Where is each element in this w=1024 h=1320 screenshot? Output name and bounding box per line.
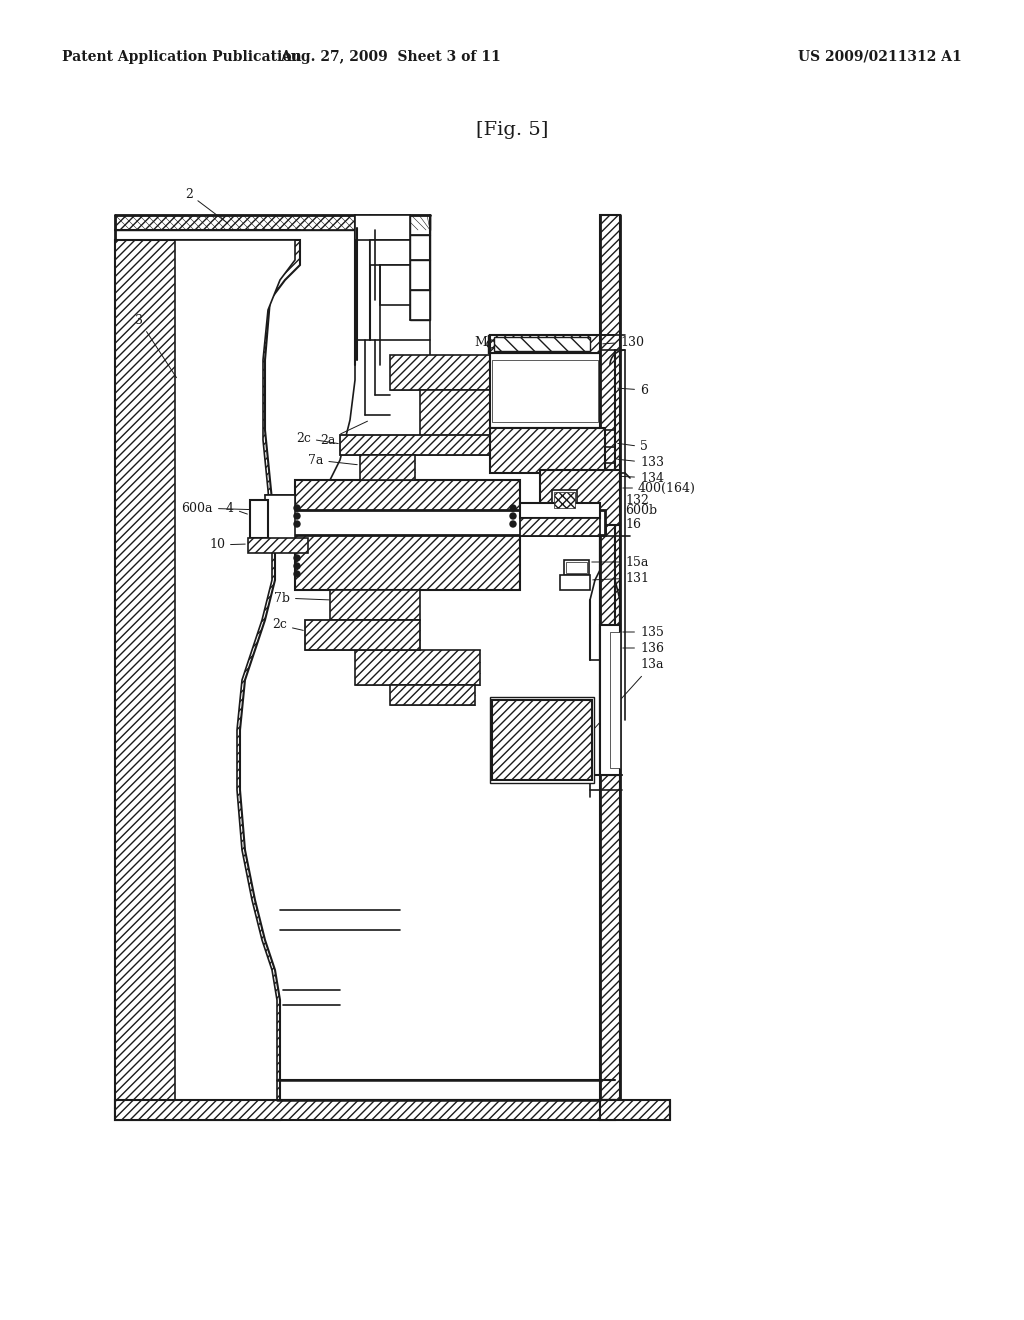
Text: Aug. 27, 2009  Sheet 3 of 11: Aug. 27, 2009 Sheet 3 of 11 <box>280 50 501 63</box>
Circle shape <box>294 521 300 527</box>
Polygon shape <box>490 428 605 473</box>
Polygon shape <box>540 470 620 525</box>
Text: US 2009/0211312 A1: US 2009/0211312 A1 <box>799 50 962 63</box>
Polygon shape <box>490 352 600 428</box>
Text: 15a: 15a <box>592 556 648 569</box>
Text: 6: 6 <box>617 384 648 396</box>
Text: 13b: 13b <box>500 334 524 346</box>
Polygon shape <box>390 685 475 705</box>
Polygon shape <box>115 1100 615 1119</box>
Text: 16: 16 <box>603 519 641 532</box>
Circle shape <box>294 572 300 577</box>
Polygon shape <box>566 562 587 573</box>
Polygon shape <box>360 455 415 480</box>
Polygon shape <box>265 510 605 535</box>
Polygon shape <box>520 517 600 536</box>
Text: 11: 11 <box>316 513 332 527</box>
Text: [Fig. 5]: [Fig. 5] <box>476 121 548 139</box>
Polygon shape <box>115 240 300 1119</box>
Polygon shape <box>420 389 500 440</box>
Polygon shape <box>560 576 590 590</box>
Text: 4: 4 <box>226 502 248 515</box>
Text: 2c: 2c <box>272 619 303 631</box>
Circle shape <box>510 521 516 527</box>
Circle shape <box>294 564 300 569</box>
Text: 3: 3 <box>135 314 176 378</box>
Polygon shape <box>295 535 520 590</box>
Polygon shape <box>490 335 600 352</box>
Polygon shape <box>330 590 420 620</box>
Polygon shape <box>490 697 594 783</box>
Text: 2a: 2a <box>319 421 368 446</box>
Polygon shape <box>410 260 430 290</box>
Circle shape <box>510 506 516 511</box>
Polygon shape <box>610 632 620 768</box>
Polygon shape <box>340 436 505 455</box>
Polygon shape <box>492 700 592 780</box>
Polygon shape <box>248 539 308 553</box>
Polygon shape <box>115 215 430 230</box>
Text: 130: 130 <box>603 335 644 348</box>
Polygon shape <box>410 235 430 260</box>
Polygon shape <box>355 649 480 685</box>
Text: 131: 131 <box>593 572 649 585</box>
Circle shape <box>510 513 516 519</box>
Circle shape <box>294 513 300 519</box>
Polygon shape <box>600 1100 670 1119</box>
Polygon shape <box>554 492 575 508</box>
Text: 7: 7 <box>472 491 487 507</box>
Text: 7a: 7a <box>308 454 357 466</box>
Text: 2: 2 <box>185 187 227 223</box>
Polygon shape <box>175 240 295 1110</box>
Text: Patent Application Publication: Patent Application Publication <box>62 50 302 63</box>
Text: 7c: 7c <box>393 681 420 694</box>
Polygon shape <box>564 560 589 576</box>
Polygon shape <box>600 624 620 775</box>
Polygon shape <box>355 215 410 240</box>
Text: 10: 10 <box>209 539 245 552</box>
Polygon shape <box>552 490 577 510</box>
Circle shape <box>294 506 300 511</box>
Text: 132: 132 <box>580 494 649 507</box>
Text: 134: 134 <box>617 471 664 484</box>
Text: 12: 12 <box>335 513 351 527</box>
Text: 133: 133 <box>617 457 664 470</box>
Text: 5: 5 <box>617 441 648 454</box>
Text: 135: 135 <box>623 626 664 639</box>
Polygon shape <box>492 360 598 422</box>
Text: 2c: 2c <box>296 432 338 445</box>
Polygon shape <box>410 290 430 319</box>
Text: 13a: 13a <box>595 659 664 727</box>
Polygon shape <box>380 265 410 305</box>
Polygon shape <box>305 620 420 649</box>
Polygon shape <box>494 337 590 351</box>
Text: 400(164): 400(164) <box>623 482 696 495</box>
Polygon shape <box>600 215 620 1100</box>
Polygon shape <box>520 503 600 517</box>
Text: M: M <box>474 335 487 348</box>
Text: 136: 136 <box>623 642 664 655</box>
Polygon shape <box>250 500 268 539</box>
Polygon shape <box>390 355 505 389</box>
Text: 600a: 600a <box>181 502 262 515</box>
Circle shape <box>294 554 300 561</box>
Text: 7b: 7b <box>274 591 330 605</box>
Polygon shape <box>410 215 430 235</box>
Text: 600b: 600b <box>603 503 657 516</box>
Polygon shape <box>295 480 520 535</box>
Polygon shape <box>370 240 410 265</box>
Polygon shape <box>265 495 295 540</box>
